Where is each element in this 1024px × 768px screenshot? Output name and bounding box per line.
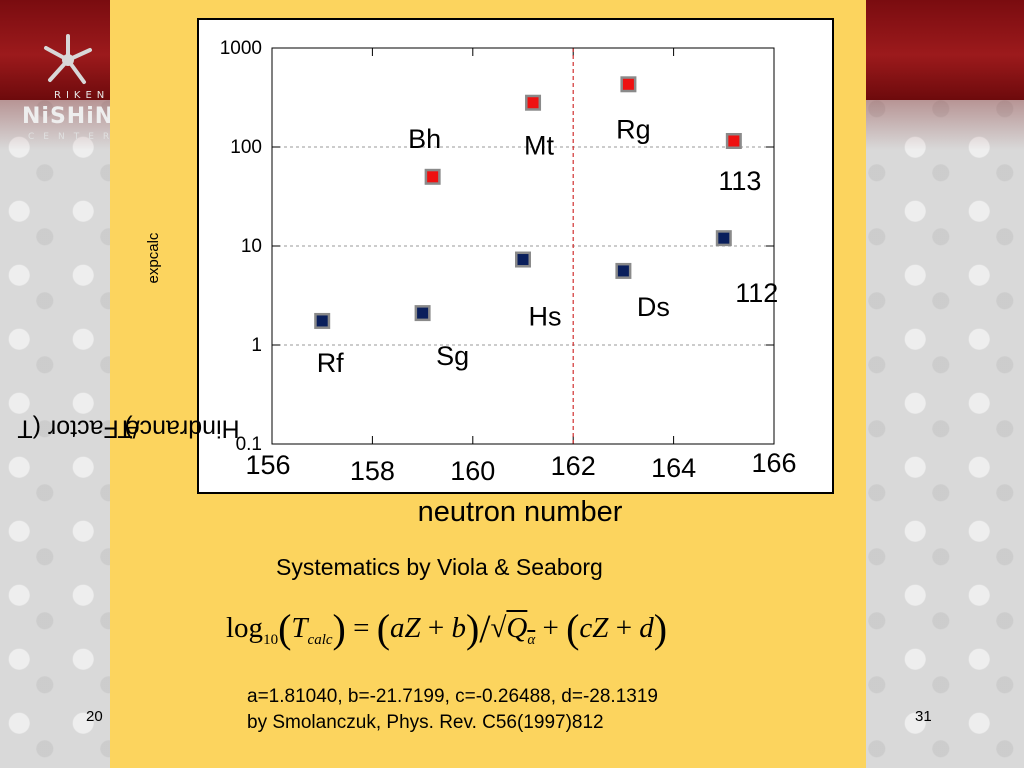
y-tick-label: 0.1 <box>236 434 262 455</box>
systematics-caption: Systematics by Viola & Seaborg <box>276 554 603 580</box>
reference-line: by Smolanczuk, Phys. Rev. C56(1997)812 <box>247 712 604 733</box>
point-label-ds: Ds <box>637 292 670 322</box>
data-point-113 <box>728 135 740 147</box>
parameter-line: a=1.81040, b=-21.7199, c=-0.26488, d=-28… <box>247 686 658 707</box>
y-tick-label: 10 <box>241 236 262 257</box>
data-point-ds <box>617 265 629 277</box>
logo-center-text: CENTER <box>28 132 119 142</box>
y-tick-label: 100 <box>230 137 262 158</box>
y-tick-label: 1 <box>251 335 262 356</box>
nishina-center-logo: RIKEN NiSHiNA CENTER <box>14 30 131 150</box>
x-tick-label: 166 <box>751 448 796 478</box>
flower-logo-icon <box>44 34 92 84</box>
x-axis-label: neutron number <box>417 496 623 528</box>
x-tick-label: 156 <box>245 450 290 480</box>
data-point-112 <box>718 232 730 244</box>
data-point-sg <box>417 307 429 319</box>
y-tick-label: 1000 <box>220 38 262 59</box>
data-point-bh <box>427 171 439 183</box>
point-label-mt: Mt <box>524 131 554 161</box>
x-tick-label: 160 <box>450 456 495 486</box>
x-tick-label: 162 <box>551 451 596 481</box>
data-point-rf <box>316 315 328 327</box>
point-label-rg: Rg <box>616 114 651 144</box>
logo-riken-text: RIKEN <box>54 90 110 101</box>
plot-area-border <box>271 47 775 445</box>
x-tick-label: 164 <box>651 453 696 483</box>
hindrance-factor-chart: 0.1 1 10 100 1000 156 158 160 162 164 166 Bh Mt Rg 113… <box>220 38 797 486</box>
point-label-bh: Bh <box>408 124 441 154</box>
data-point-rg <box>622 78 634 90</box>
page-number: 31 <box>915 708 932 725</box>
data-point-mt <box>527 97 539 109</box>
point-label-hs: Hs <box>529 302 562 332</box>
parameter-values: a=1.81040, b=-21.7199, c=-0.26488, d=-28… <box>247 684 658 736</box>
point-label-112: 112 <box>735 278 778 308</box>
point-label-113: 113 <box>718 166 761 196</box>
x-tick-label: 158 <box>350 456 395 486</box>
footer-date: 20 <box>86 708 103 725</box>
viola-seaborg-formula: log10(Tcalc) = (aZ + b)/√Qα + (cZ + d) <box>226 606 668 651</box>
data-point-hs <box>517 254 529 266</box>
point-label-sg: Sg <box>436 341 469 371</box>
point-label-rf: Rf <box>317 348 344 378</box>
